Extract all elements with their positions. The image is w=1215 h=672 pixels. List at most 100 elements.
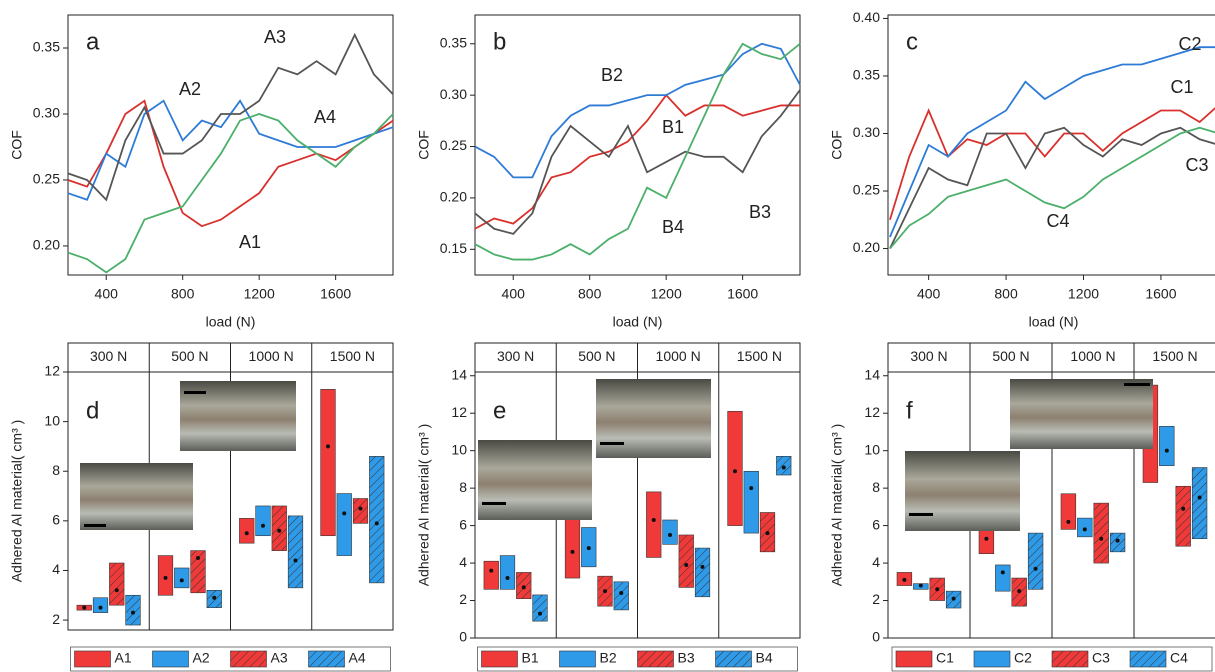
mean-dot — [1099, 536, 1104, 541]
range-box — [532, 594, 548, 622]
category-label: 500 N — [578, 348, 615, 364]
y-tick-label: 6 — [459, 516, 467, 532]
range-box — [320, 389, 336, 537]
mean-dot — [1115, 538, 1120, 543]
x-tick-label: 1200 — [651, 286, 682, 302]
y-tick-label: 0.30 — [853, 124, 880, 140]
y-tick-label: 0.20 — [853, 239, 880, 255]
series-line — [889, 107, 1215, 221]
category-label: 1000 N — [249, 348, 294, 364]
legend-label: C4 — [1170, 650, 1188, 666]
mean-dot — [984, 536, 989, 541]
legend-swatch — [481, 650, 518, 668]
mean-dot — [261, 523, 265, 528]
mean-dot — [684, 562, 689, 567]
mean-dot — [902, 577, 907, 582]
y-axis-label: Adhered Al material( cm³ ) — [9, 420, 25, 583]
mean-dot — [114, 588, 119, 593]
series-line — [67, 99, 394, 228]
range-box — [1159, 426, 1175, 466]
mean-dot — [935, 587, 940, 592]
range-box — [255, 505, 271, 537]
scale-bar — [1124, 383, 1150, 386]
hatch — [715, 651, 752, 667]
mean-dot — [82, 605, 87, 610]
mean-dot — [1082, 527, 1087, 532]
legend-frame — [477, 646, 798, 672]
y-tick-label: 8 — [459, 479, 467, 495]
mean-dot — [700, 564, 705, 569]
mean-dot — [1066, 519, 1071, 524]
x-tick-label: 1600 — [727, 286, 758, 302]
legend-swatch — [74, 650, 111, 668]
mean-dot — [951, 596, 956, 601]
plot-frame — [887, 14, 1215, 276]
range-box — [92, 597, 109, 613]
mean-dot — [1164, 448, 1169, 453]
series-label: C1 — [1170, 77, 1193, 97]
category-label: 1500 N — [737, 348, 782, 364]
legend-label: A3 — [271, 650, 288, 666]
legend-label: A2 — [193, 650, 210, 666]
y-tick-label: 0.35 — [33, 39, 60, 55]
y-axis-label: COF — [9, 130, 25, 160]
legend-label: B1 — [522, 650, 539, 666]
range-box — [125, 594, 141, 626]
range-box — [1027, 532, 1044, 590]
series-line — [889, 46, 1215, 238]
hatch — [637, 651, 674, 667]
mean-dot — [163, 575, 168, 580]
category-label: 1500 N — [330, 348, 375, 364]
x-axis-label: load (N) — [1029, 314, 1079, 330]
y-tick-label: 10 — [451, 441, 467, 457]
x-axis-label: load (N) — [613, 314, 663, 330]
series-line — [474, 42, 801, 261]
mean-dot — [1033, 566, 1038, 571]
mean-dot — [374, 521, 379, 526]
series-label: C4 — [1046, 211, 1069, 231]
panel-label: b — [493, 28, 506, 55]
x-tick-label: 800 — [994, 286, 1018, 302]
series-line — [474, 42, 801, 179]
panel-label: c — [906, 28, 918, 55]
y-tick-label: 14 — [451, 366, 467, 382]
x-tick-label: 800 — [578, 286, 602, 302]
range-box — [995, 564, 1011, 592]
range-box — [287, 515, 304, 589]
series-line — [67, 99, 394, 201]
series-label: B1 — [662, 117, 684, 137]
category-label: 300 N — [497, 348, 534, 364]
y-tick-label: 2 — [52, 611, 60, 627]
y-tick-label: 14 — [864, 366, 880, 382]
range-box — [613, 581, 629, 611]
range-box — [743, 470, 759, 534]
series-line — [67, 113, 394, 274]
mean-dot — [358, 506, 363, 511]
mean-dot — [1017, 589, 1022, 594]
range-box — [369, 456, 385, 584]
legend-label: C2 — [1014, 650, 1032, 666]
scale-bar — [482, 502, 506, 505]
mean-dot — [293, 558, 298, 563]
y-axis-label: Adhered Al material( cm³ ) — [416, 424, 432, 587]
y-tick-label: 0.20 — [440, 189, 467, 205]
mean-dot — [781, 465, 786, 470]
series-label: B2 — [601, 65, 623, 85]
range-box — [483, 560, 499, 590]
mean-dot — [179, 578, 184, 583]
y-tick-label: 0.15 — [440, 240, 467, 256]
range-box — [271, 505, 287, 551]
y-axis-label: COF — [829, 130, 845, 160]
y-tick-label: 6 — [52, 512, 60, 528]
mean-dot — [749, 486, 754, 491]
mean-dot — [342, 511, 347, 516]
series-line — [474, 93, 800, 230]
x-tick-label: 400 — [502, 286, 526, 302]
range-box — [694, 547, 711, 598]
panel-label: a — [86, 28, 100, 55]
series-label: B4 — [662, 217, 684, 237]
legend-swatch — [559, 650, 596, 668]
inset-photo — [80, 463, 193, 530]
category-label: 1500 N — [1152, 348, 1197, 364]
